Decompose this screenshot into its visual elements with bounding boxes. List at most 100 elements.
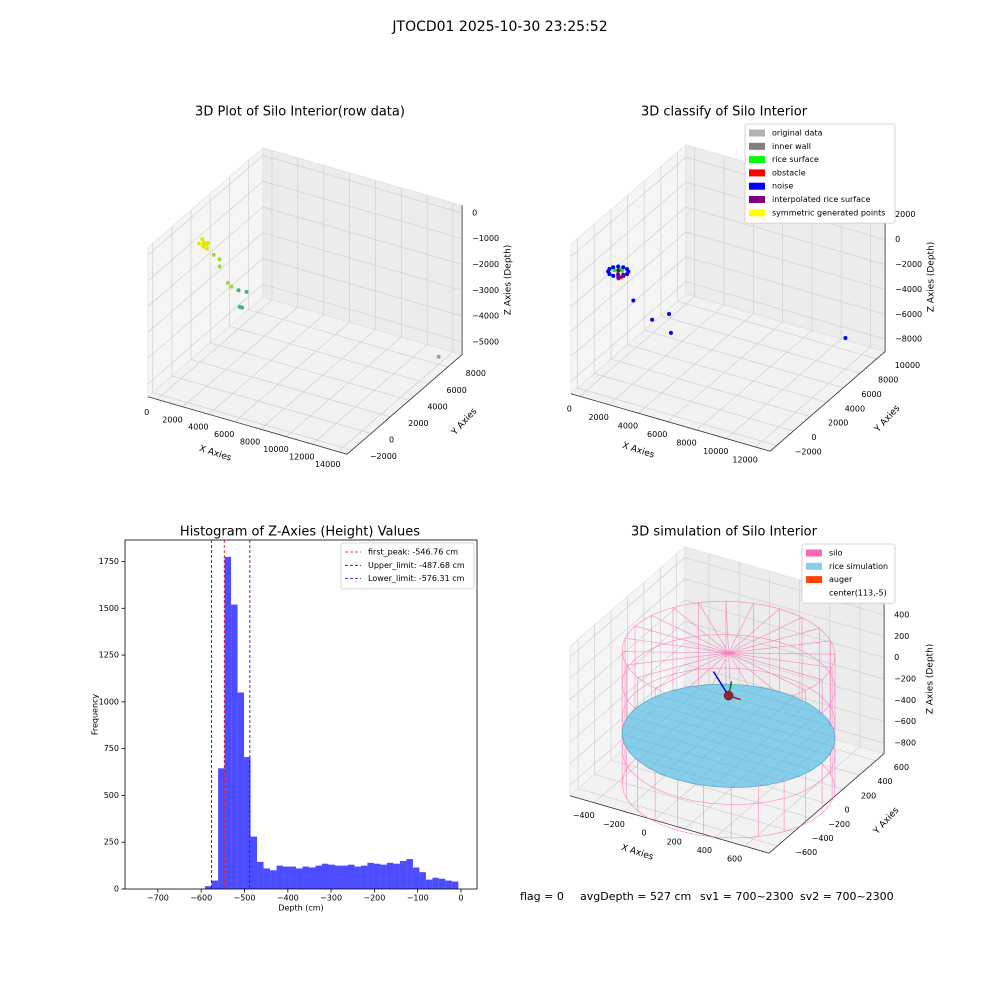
grid-line bbox=[337, 202, 454, 452]
grid-line bbox=[570, 206, 886, 307]
bar bbox=[296, 868, 303, 889]
x-tick-label: 0 bbox=[458, 894, 463, 903]
grid-line bbox=[570, 231, 886, 332]
z-tick-label: −400 bbox=[894, 696, 916, 705]
legend-swatch bbox=[749, 169, 765, 177]
y-tick-label: −200 bbox=[828, 820, 850, 829]
point bbox=[200, 237, 205, 242]
grid-line bbox=[147, 232, 463, 333]
y-tick-label: 500 bbox=[104, 791, 119, 800]
bar bbox=[328, 864, 335, 889]
point bbox=[229, 284, 234, 289]
y-tick-label: 200 bbox=[861, 791, 876, 800]
z-tick-label: 0 bbox=[895, 235, 900, 244]
point bbox=[204, 242, 209, 247]
y-tick-label: 400 bbox=[877, 777, 892, 786]
grid-line bbox=[579, 147, 696, 397]
grid-line bbox=[248, 160, 448, 368]
y-tick-label: 600 bbox=[894, 763, 909, 772]
grid-line bbox=[147, 258, 463, 359]
bar bbox=[445, 880, 452, 889]
x-tick-label: 600 bbox=[727, 855, 742, 864]
grid-line bbox=[147, 180, 463, 282]
point bbox=[668, 330, 673, 335]
point bbox=[201, 244, 206, 249]
point bbox=[624, 267, 629, 272]
point bbox=[205, 246, 210, 251]
bar bbox=[302, 866, 310, 889]
x-tick-label: 6000 bbox=[214, 430, 234, 439]
y-tick-label: 6000 bbox=[861, 390, 881, 399]
bar bbox=[438, 878, 446, 889]
legend-swatch bbox=[749, 182, 765, 190]
bar bbox=[218, 768, 225, 889]
bar bbox=[257, 861, 264, 889]
grid-line bbox=[569, 578, 885, 679]
grid-line bbox=[147, 155, 463, 256]
y-tick-label: 10000 bbox=[895, 361, 920, 370]
y-tick-label: 750 bbox=[104, 744, 119, 753]
point bbox=[607, 272, 612, 277]
bar bbox=[237, 692, 245, 889]
grid-line bbox=[171, 226, 372, 434]
bar bbox=[360, 865, 368, 889]
x-tick-label: 10000 bbox=[263, 445, 288, 454]
chart-title: 3D simulation of Silo Interior bbox=[631, 525, 818, 540]
y-tick-label: −600 bbox=[795, 848, 817, 857]
x-tick-label: 10000 bbox=[703, 447, 728, 456]
legend-box bbox=[744, 123, 896, 224]
grid-line bbox=[234, 172, 350, 423]
bar bbox=[380, 864, 387, 889]
legend-label: Lower_limit: -576.31 cm bbox=[368, 574, 465, 583]
x-tick-label: 6000 bbox=[647, 430, 667, 439]
z-tick-label: −600 bbox=[894, 717, 916, 726]
y-tick-label: 0 bbox=[845, 806, 850, 815]
legend-swatch bbox=[749, 156, 765, 164]
y-axis-label: Frequency bbox=[91, 694, 100, 736]
grid-line bbox=[677, 152, 877, 360]
plot-frame bbox=[124, 539, 478, 890]
grid-line bbox=[208, 165, 325, 415]
bar bbox=[451, 881, 459, 889]
x-tick-label: −600 bbox=[190, 894, 212, 903]
bar bbox=[250, 836, 258, 889]
legend-label: rice simulation bbox=[829, 562, 888, 571]
legend-label: noise bbox=[772, 182, 793, 191]
legend-swatch bbox=[806, 589, 822, 597]
bar bbox=[354, 866, 361, 889]
point bbox=[621, 265, 626, 270]
bar bbox=[367, 862, 374, 889]
bar bbox=[321, 863, 329, 889]
grid-line bbox=[660, 166, 861, 374]
z-axis-label: Z Axies (Depth) bbox=[927, 242, 937, 313]
rice-mesh bbox=[622, 683, 836, 788]
bar bbox=[412, 867, 420, 889]
x-tick-label: 4000 bbox=[188, 423, 208, 432]
legend-swatch bbox=[749, 196, 765, 203]
x-tick-label: −400 bbox=[277, 894, 299, 903]
y-tick-label: 1250 bbox=[99, 651, 119, 660]
z-tick-label: −200 bbox=[894, 674, 916, 683]
grid-line bbox=[260, 180, 376, 430]
y-tick-label: −2000 bbox=[795, 448, 822, 457]
x-tick-label: −300 bbox=[320, 894, 342, 903]
bar bbox=[399, 860, 407, 889]
legend-box bbox=[801, 543, 896, 604]
legend-swatch bbox=[806, 549, 822, 557]
z-tick-label: −5000 bbox=[472, 337, 499, 346]
point bbox=[240, 305, 245, 310]
legend-swatch bbox=[749, 129, 765, 137]
bar bbox=[347, 864, 355, 889]
bar bbox=[315, 865, 322, 889]
z-tick-label: 200 bbox=[894, 632, 909, 641]
bar bbox=[419, 872, 426, 889]
legend-swatch bbox=[749, 209, 765, 217]
grid-line bbox=[182, 157, 299, 408]
bar bbox=[231, 604, 238, 889]
grid-line bbox=[569, 557, 885, 658]
bar bbox=[283, 866, 290, 889]
y-tick-label: 0 bbox=[389, 436, 394, 445]
bar bbox=[432, 877, 439, 889]
y-tick-label: 0 bbox=[114, 885, 119, 894]
grid-line bbox=[147, 206, 463, 307]
